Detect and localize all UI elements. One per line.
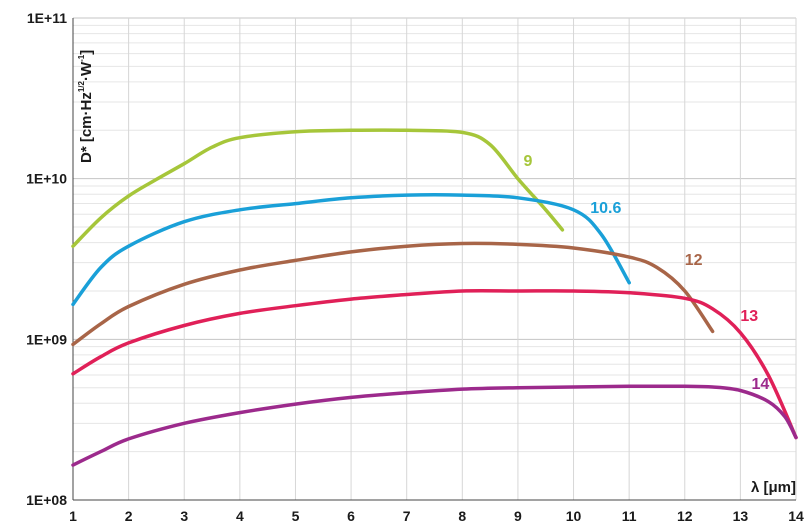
x-axis-label: λ [μm] [751,479,796,496]
x-tick-label: 13 [733,508,749,524]
x-tick-label: 10 [566,508,582,524]
x-tick-label: 6 [347,508,355,524]
x-tick-label: 2 [125,508,133,524]
series-line-12 [71,241,715,347]
series-line-13 [71,288,798,440]
x-tick-label: 12 [677,508,693,524]
y-axis-label-main: D* [cm·Hz [78,92,95,163]
x-tick-labels: 1 2 3 4 5 6 7 8 9 10 11 12 13 14 [69,508,804,524]
y-axis-label-end: ] [78,50,95,55]
series-label-13: 13 [740,308,758,325]
series-label-12: 12 [685,252,703,269]
y-tick-label: 1E+08 [26,492,67,508]
y-axis-label-mid: ·W [78,61,95,81]
y-tick-label: 1E+09 [26,331,67,347]
series-label-10-6: 10.6 [590,200,621,217]
axes [72,18,796,501]
y-tick-label: 1E+11 [27,10,67,26]
series-label-14: 14 [752,376,770,393]
x-tick-label: 8 [458,508,466,524]
series-line-10-6 [71,193,631,307]
x-tick-label: 9 [514,508,522,524]
x-tick-label: 1 [69,508,77,524]
y-axis-label-sup1: 1/2 [77,80,86,92]
x-tick-label: 14 [788,508,804,524]
y-tick-label: 1E+10 [26,171,67,187]
series-line-9 [71,128,565,248]
y-tick-labels: 1E+08 1E+09 1E+10 1E+11 [26,10,67,508]
series-labels: 9 10.6 12 13 14 [523,153,769,393]
series-lines [71,128,798,467]
x-tick-label: 4 [236,508,244,524]
x-tick-label: 5 [292,508,300,524]
x-tick-label: 3 [180,508,188,524]
y-axis-label-sup2: -1 [77,54,86,62]
y-axis-label: D* [cm·Hz1/2·W-1] [77,50,95,163]
series-line-14 [71,384,798,467]
series-label-9: 9 [523,153,532,170]
x-tick-label: 7 [403,508,411,524]
x-tick-label: 11 [622,508,637,524]
